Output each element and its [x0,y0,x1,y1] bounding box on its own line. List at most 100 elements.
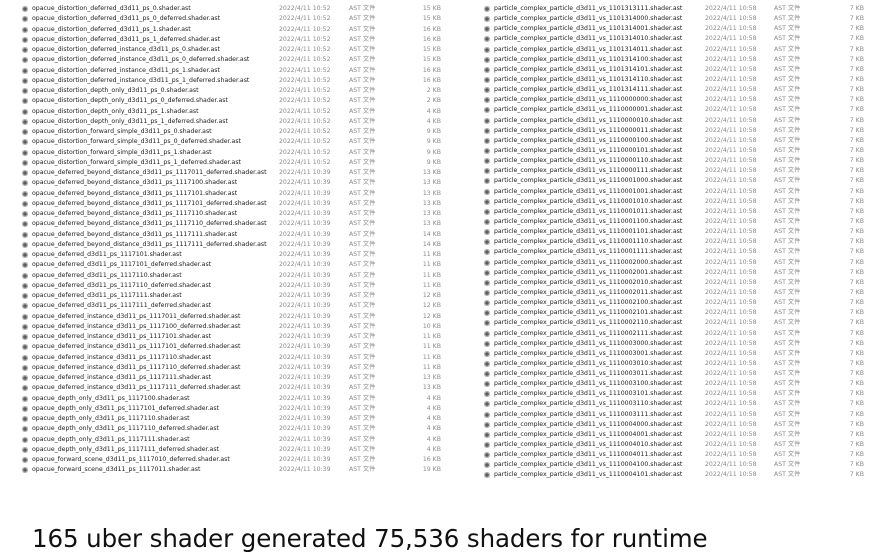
file-modified-date: 2022/4/11 10:52 [279,138,331,146]
file-row[interactable]: opacue_depth_only_d3d11_ps_1117110.shade… [22,414,462,424]
file-row[interactable]: opacue_distortion_forward_simple_d3d11_p… [22,137,462,147]
file-row[interactable]: opacue_distortion_deferred_instance_d3d1… [22,76,462,86]
file-row[interactable]: opacue_distortion_depth_only_d3d11_ps_1_… [22,117,462,127]
file-row[interactable]: particle_complex_particle_d3d11_vs_11100… [484,318,870,328]
file-row[interactable]: particle_complex_particle_d3d11_vs_11100… [484,288,870,298]
file-row[interactable]: particle_complex_particle_d3d11_vs_11100… [484,237,870,247]
file-row[interactable]: particle_complex_particle_d3d11_vs_11100… [484,95,870,105]
file-row[interactable]: particle_complex_particle_d3d11_vs_11100… [484,430,870,440]
file-row[interactable]: particle_complex_particle_d3d11_vs_11100… [484,470,870,480]
file-row[interactable]: opacue_deferred_beyond_distance_d3d11_ps… [22,178,462,188]
file-row[interactable]: particle_complex_particle_d3d11_vs_11013… [484,24,870,34]
file-row[interactable]: opacue_deferred_d3d11_ps_1117111.shader.… [22,291,462,301]
file-row[interactable]: opacue_deferred_instance_d3d11_ps_111701… [22,312,462,322]
file-row[interactable]: particle_complex_particle_d3d11_vs_11100… [484,308,870,318]
file-row[interactable]: particle_complex_particle_d3d11_vs_11100… [484,369,870,379]
file-row[interactable]: opacue_distortion_forward_simple_d3d11_p… [22,148,462,158]
file-row[interactable]: opacue_depth_only_d3d11_ps_1117110_defer… [22,424,462,434]
file-row[interactable]: opacue_deferred_beyond_distance_d3d11_ps… [22,219,462,229]
file-size: 16 KB [422,25,441,33]
file-row[interactable]: opacue_distortion_forward_simple_d3d11_p… [22,127,462,137]
file-row[interactable]: opacue_deferred_beyond_distance_d3d11_ps… [22,230,462,240]
file-row[interactable]: opacue_distortion_deferred_d3d11_ps_1.sh… [22,25,462,35]
file-row[interactable]: opacue_distortion_deferred_d3d11_ps_0.sh… [22,4,462,14]
file-row[interactable]: particle_complex_particle_d3d11_vs_11100… [484,156,870,166]
file-row[interactable]: particle_complex_particle_d3d11_vs_11100… [484,136,870,146]
file-row[interactable]: particle_complex_particle_d3d11_vs_11013… [484,45,870,55]
file-row[interactable]: particle_complex_particle_d3d11_vs_11100… [484,339,870,349]
file-row[interactable]: particle_complex_particle_d3d11_vs_11100… [484,176,870,186]
file-row[interactable]: particle_complex_particle_d3d11_vs_11100… [484,197,870,207]
file-row[interactable]: particle_complex_particle_d3d11_vs_11100… [484,460,870,470]
file-row[interactable]: particle_complex_particle_d3d11_vs_11100… [484,105,870,115]
file-row[interactable]: opacue_deferred_d3d11_ps_1117101.shader.… [22,250,462,260]
file-row[interactable]: opacue_distortion_depth_only_d3d11_ps_1.… [22,107,462,117]
file-row[interactable]: particle_complex_particle_d3d11_vs_11100… [484,440,870,450]
file-row[interactable]: opacue_deferred_instance_d3d11_ps_111711… [22,383,462,393]
file-row[interactable]: opacue_deferred_instance_d3d11_ps_111711… [22,363,462,373]
file-row[interactable]: particle_complex_particle_d3d11_vs_11100… [484,146,870,156]
file-row[interactable]: opacue_deferred_instance_d3d11_ps_111710… [22,332,462,342]
file-row[interactable]: particle_complex_particle_d3d11_vs_11100… [484,379,870,389]
file-row[interactable]: opacue_distortion_depth_only_d3d11_ps_0.… [22,86,462,96]
file-row[interactable]: particle_complex_particle_d3d11_vs_11100… [484,227,870,237]
file-row[interactable]: particle_complex_particle_d3d11_vs_11013… [484,34,870,44]
shader-file-icon [22,108,28,115]
file-row[interactable]: particle_complex_particle_d3d11_vs_11013… [484,85,870,95]
file-row[interactable]: particle_complex_particle_d3d11_vs_11100… [484,329,870,339]
file-row[interactable]: particle_complex_particle_d3d11_vs_11100… [484,278,870,288]
file-row[interactable]: opacue_forward_scene_d3d11_ps_1117010_de… [22,455,462,465]
file-row[interactable]: particle_complex_particle_d3d11_vs_11100… [484,207,870,217]
file-row[interactable]: particle_complex_particle_d3d11_vs_11013… [484,75,870,85]
file-name: opacue_deferred_d3d11_ps_1117101.shader.… [32,251,182,258]
file-size: 7 KB [849,258,864,266]
file-row[interactable]: opacue_distortion_deferred_instance_d3d1… [22,66,462,76]
file-row[interactable]: opacue_deferred_instance_d3d11_ps_111711… [22,373,462,383]
file-row[interactable]: opacue_deferred_d3d11_ps_1117110_deferre… [22,281,462,291]
file-row[interactable]: opacue_distortion_deferred_d3d11_ps_1_de… [22,35,462,45]
file-row[interactable]: opacue_deferred_beyond_distance_d3d11_ps… [22,189,462,199]
file-row[interactable]: opacue_distortion_forward_simple_d3d11_p… [22,158,462,168]
file-row[interactable]: particle_complex_particle_d3d11_vs_11100… [484,187,870,197]
file-row[interactable]: particle_complex_particle_d3d11_vs_11013… [484,55,870,65]
file-row[interactable]: particle_complex_particle_d3d11_vs_11100… [484,126,870,136]
file-row[interactable]: opacue_deferred_d3d11_ps_1117110.shader.… [22,271,462,281]
file-row[interactable]: opacue_distortion_depth_only_d3d11_ps_0_… [22,96,462,106]
file-row[interactable]: particle_complex_particle_d3d11_vs_11100… [484,268,870,278]
file-row[interactable]: particle_complex_particle_d3d11_vs_11100… [484,450,870,460]
file-row[interactable]: particle_complex_particle_d3d11_vs_11100… [484,166,870,176]
file-row[interactable]: opacue_distortion_deferred_instance_d3d1… [22,45,462,55]
file-row[interactable]: opacue_distortion_deferred_instance_d3d1… [22,55,462,65]
file-row[interactable]: particle_complex_particle_d3d11_vs_11013… [484,65,870,75]
file-row[interactable]: particle_complex_particle_d3d11_vs_11100… [484,349,870,359]
file-row[interactable]: particle_complex_particle_d3d11_vs_11013… [484,4,870,14]
file-row[interactable]: particle_complex_particle_d3d11_vs_11100… [484,399,870,409]
file-row[interactable]: opacue_depth_only_d3d11_ps_1117111.shade… [22,435,462,445]
file-row[interactable]: particle_complex_particle_d3d11_vs_11100… [484,258,870,268]
file-row[interactable]: opacue_deferred_d3d11_ps_1117111_deferre… [22,301,462,311]
file-row[interactable]: opacue_distortion_deferred_d3d11_ps_0_de… [22,14,462,24]
file-row[interactable]: particle_complex_particle_d3d11_vs_11100… [484,116,870,126]
file-row[interactable]: opacue_deferred_instance_d3d11_ps_111711… [22,353,462,363]
file-row[interactable]: particle_complex_particle_d3d11_vs_11100… [484,359,870,369]
file-row[interactable]: opacue_deferred_instance_d3d11_ps_111710… [22,322,462,332]
file-row[interactable]: particle_complex_particle_d3d11_vs_11013… [484,14,870,24]
file-row[interactable]: opacue_deferred_d3d11_ps_1117101_deferre… [22,260,462,270]
file-row[interactable]: opacue_depth_only_d3d11_ps_1117111_defer… [22,445,462,455]
file-row[interactable]: particle_complex_particle_d3d11_vs_11100… [484,298,870,308]
file-row[interactable]: opacue_depth_only_d3d11_ps_1117101_defer… [22,404,462,414]
file-row[interactable]: particle_complex_particle_d3d11_vs_11100… [484,410,870,420]
file-row[interactable]: opacue_deferred_beyond_distance_d3d11_ps… [22,168,462,178]
file-row[interactable]: opacue_deferred_instance_d3d11_ps_111710… [22,342,462,352]
file-row[interactable]: particle_complex_particle_d3d11_vs_11100… [484,247,870,257]
file-row[interactable]: opacue_deferred_beyond_distance_d3d11_ps… [22,209,462,219]
file-row[interactable]: particle_complex_particle_d3d11_vs_11100… [484,389,870,399]
file-row[interactable]: particle_complex_particle_d3d11_vs_11100… [484,217,870,227]
shader-file-icon [22,323,28,330]
file-row[interactable]: particle_complex_particle_d3d11_vs_11100… [484,420,870,430]
file-row[interactable]: opacue_deferred_beyond_distance_d3d11_ps… [22,199,462,209]
file-row[interactable]: opacue_deferred_beyond_distance_d3d11_ps… [22,240,462,250]
file-row[interactable]: opacue_depth_only_d3d11_ps_1117100.shade… [22,394,462,404]
file-row[interactable]: opacue_forward_scene_d3d11_ps_1117011.sh… [22,465,462,475]
file-size: 4 KB [426,404,441,412]
